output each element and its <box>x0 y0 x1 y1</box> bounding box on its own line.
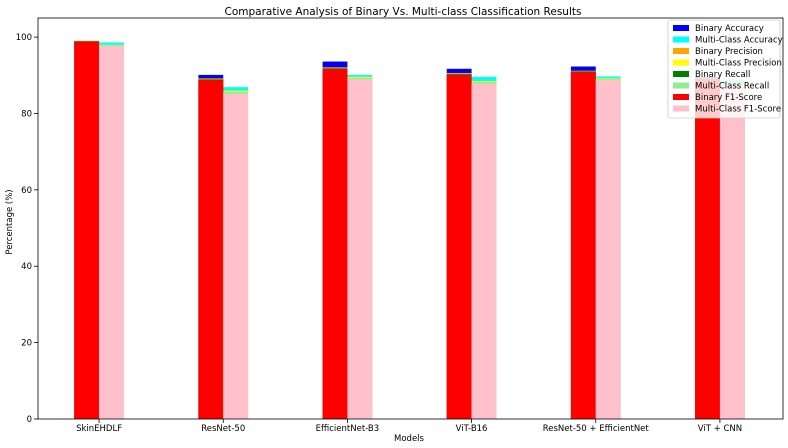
legend-swatch <box>673 71 689 77</box>
legend-entry: Binary Accuracy <box>695 24 764 34</box>
legend-entry: Multi-Class Precision <box>695 59 782 69</box>
legend-entry: Multi-Class Accuracy <box>695 36 783 46</box>
chart-title: Comparative Analysis of Binary Vs. Multi… <box>225 6 582 18</box>
x-tick-label: SkinEHDLF <box>76 424 122 434</box>
y-tick-label: 100 <box>16 33 32 43</box>
legend-swatch <box>673 105 689 112</box>
legend-swatch <box>673 59 689 66</box>
x-tick-label: ResNet-50 <box>201 424 245 434</box>
y-tick-label: 80 <box>21 109 32 119</box>
x-tick-label: ResNet-50 + EfficientNet <box>543 424 650 434</box>
bar-multi-class-f1-score <box>595 79 621 420</box>
legend-swatch <box>673 82 689 89</box>
x-axis-label: Models <box>394 434 425 444</box>
bars <box>74 40 745 420</box>
x-tick-label: ViT + CNN <box>698 424 742 434</box>
bar-multi-class-f1-score <box>719 83 745 419</box>
legend-swatch <box>673 94 689 100</box>
y-tick-label: 40 <box>21 262 32 272</box>
legend-box <box>667 19 781 119</box>
bar-binary-f1-score <box>322 69 348 420</box>
legend-entry: Binary F1-Score <box>695 93 762 103</box>
bar-binary-f1-score <box>570 72 596 420</box>
bar-binary-f1-score <box>446 74 472 419</box>
legend-swatch <box>673 36 689 43</box>
bar-binary-f1-score <box>74 41 100 419</box>
bar-multi-class-f1-score <box>99 45 124 419</box>
y-tick-label: 20 <box>21 339 32 349</box>
legend-entry: Multi-Class Recall <box>695 82 769 92</box>
bar-multi-class-f1-score <box>471 83 497 419</box>
bar-multi-class-f1-score <box>347 79 373 419</box>
y-axis-label: Percentage (%) <box>5 189 15 254</box>
y-tick-label: 0 <box>27 415 32 425</box>
x-tick-label: ViT-B16 <box>456 424 488 434</box>
legend-swatch <box>673 48 689 54</box>
x-axis: SkinEHDLF ResNet-50 EfficientNet-B3 ViT-B16… <box>76 419 742 434</box>
y-axis: 0 20 40 60 80 100 <box>16 33 38 425</box>
plot-frame <box>37 17 784 420</box>
x-tick-label: EfficientNet-B3 <box>316 424 380 434</box>
legend-entry: Multi-Class F1-Score <box>695 105 781 115</box>
legend-entry: Binary Precision <box>695 47 763 57</box>
legend-entry: Binary Recall <box>695 70 750 80</box>
legend-swatch <box>673 25 689 31</box>
bar-binary-f1-score <box>695 79 720 419</box>
y-tick-label: 60 <box>21 186 32 196</box>
bar-multi-class-f1-score <box>223 93 249 420</box>
bar-binary-f1-score <box>198 80 224 419</box>
